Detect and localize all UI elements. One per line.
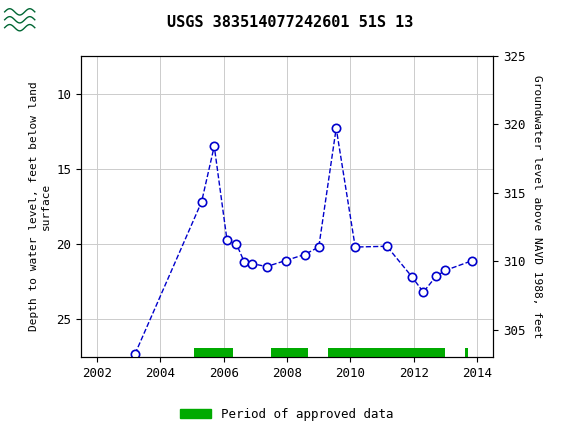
Text: USGS 383514077242601 51S 13: USGS 383514077242601 51S 13 xyxy=(167,15,413,30)
Y-axis label: Depth to water level, feet below land
surface: Depth to water level, feet below land su… xyxy=(30,82,51,331)
Y-axis label: Groundwater level above NAVD 1988, feet: Groundwater level above NAVD 1988, feet xyxy=(532,75,542,338)
Legend: Period of approved data: Period of approved data xyxy=(175,403,399,426)
Bar xyxy=(271,348,307,357)
Bar xyxy=(465,348,468,357)
Bar xyxy=(3,3,70,37)
Bar xyxy=(194,348,233,357)
Text: USGS: USGS xyxy=(75,10,135,29)
Bar xyxy=(328,348,445,357)
